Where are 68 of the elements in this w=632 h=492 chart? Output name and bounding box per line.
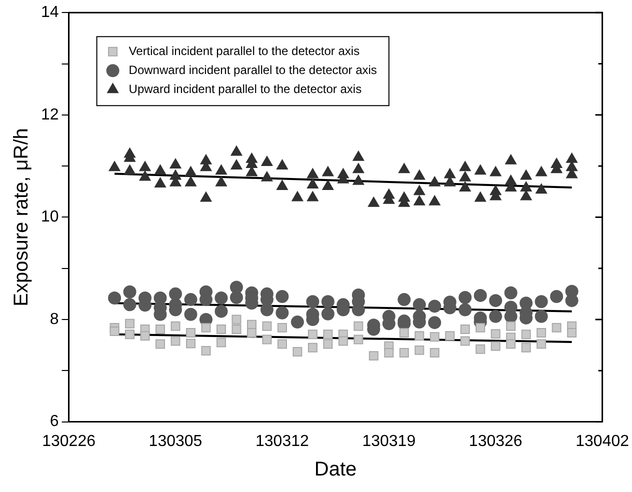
point <box>186 338 196 348</box>
point <box>186 328 196 338</box>
x-axis-title: Date <box>314 458 357 481</box>
point <box>125 330 135 340</box>
point <box>156 324 165 334</box>
x-tick-label: 130312 <box>256 432 309 450</box>
point <box>521 330 531 340</box>
point <box>262 334 272 344</box>
point <box>277 322 287 332</box>
point <box>414 331 424 341</box>
point <box>354 321 364 331</box>
legend-label: Upward incident parallel to the detector axis <box>128 82 362 96</box>
point <box>216 338 226 348</box>
point <box>506 321 516 331</box>
point <box>384 348 394 358</box>
point <box>399 348 409 358</box>
x-tick-label: 130319 <box>362 432 416 450</box>
point <box>430 348 440 358</box>
point <box>262 321 272 331</box>
y-tick-label: 10 <box>41 208 59 226</box>
point <box>308 342 318 352</box>
point <box>110 326 120 336</box>
y-tick-label: 14 <box>41 4 59 22</box>
point <box>490 341 500 351</box>
point <box>567 328 577 338</box>
y-axis-title: Exposure rate, μR/h <box>10 128 33 306</box>
point <box>414 345 424 355</box>
point <box>552 322 562 332</box>
point <box>536 339 546 349</box>
y-tick-label: 6 <box>50 413 59 430</box>
point <box>323 330 333 340</box>
point <box>156 339 165 349</box>
y-tick-label: 8 <box>50 310 59 328</box>
x-tick-label: 130402 <box>576 432 630 450</box>
point <box>445 331 455 341</box>
point <box>125 318 135 328</box>
point <box>536 328 546 338</box>
point <box>368 351 378 361</box>
point <box>232 314 242 324</box>
point <box>308 330 318 340</box>
point <box>506 339 516 349</box>
point <box>430 332 440 342</box>
point <box>216 324 226 334</box>
point <box>170 336 180 346</box>
point <box>476 322 486 332</box>
legend-label: Downward incident parallel to the detector axis <box>128 62 377 77</box>
point <box>323 339 333 349</box>
point <box>399 328 409 338</box>
point <box>521 342 531 352</box>
point <box>277 339 287 349</box>
point <box>490 329 500 339</box>
point <box>201 322 211 332</box>
point <box>460 336 470 346</box>
point <box>292 346 302 356</box>
point <box>476 344 486 354</box>
point <box>246 328 256 338</box>
x-tick-label: 130326 <box>468 432 522 450</box>
point <box>460 324 470 334</box>
point <box>232 324 242 334</box>
y-tick-label: 12 <box>41 106 59 124</box>
x-tick-label: 130226 <box>42 432 96 450</box>
point <box>338 336 348 346</box>
point <box>201 346 211 356</box>
point <box>140 331 150 341</box>
legend-label: Vertical incident parallel to the detector axis <box>128 44 360 58</box>
point <box>170 321 180 331</box>
x-tick-label: 130305 <box>148 432 202 450</box>
point <box>354 334 364 344</box>
